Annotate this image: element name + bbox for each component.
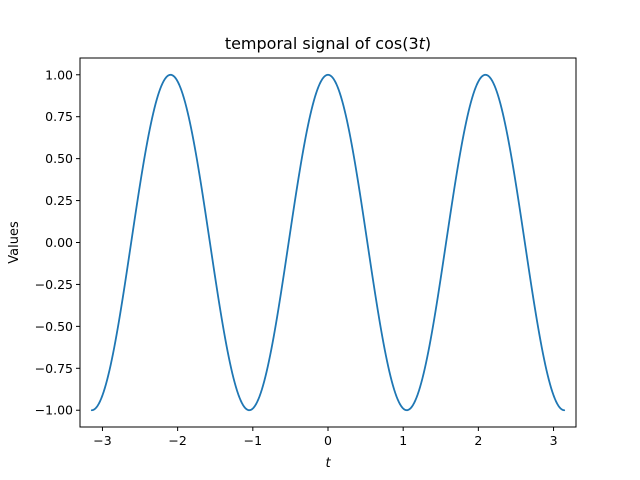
series-layer — [90, 73, 566, 412]
chart-title: temporal signal of cos(3t) — [225, 34, 431, 53]
x-tick-label: 0 — [324, 433, 332, 448]
x-axis: −3 −2 −1 0 1 2 3 — [93, 427, 558, 448]
x-tick-label: −2 — [168, 433, 186, 448]
y-tick-label: −1.00 — [35, 403, 73, 418]
title-prefix: temporal signal of cos(3 — [225, 34, 419, 53]
x-tick-label: 2 — [474, 433, 482, 448]
x-tick-label: 1 — [399, 433, 407, 448]
y-axis-label: Values — [7, 221, 22, 264]
y-tick-label: 1.00 — [45, 67, 73, 82]
x-tick-label: −3 — [93, 433, 111, 448]
y-tick-label: −0.50 — [35, 319, 73, 334]
y-tick-label: 0.75 — [45, 109, 73, 124]
y-tick-label: −0.75 — [35, 361, 73, 376]
x-tick-label: −1 — [244, 433, 262, 448]
y-tick-label: 0.50 — [45, 151, 73, 166]
y-axis: −1.00 −0.75 −0.50 −0.25 0.00 0.25 0.50 0.75 1.00 — [35, 67, 80, 418]
series-line — [90, 73, 566, 412]
x-axis-label: t — [325, 456, 331, 471]
y-tick-label: −0.25 — [35, 277, 73, 292]
plot-frame — [79, 57, 577, 428]
y-tick-label: 0.25 — [45, 193, 73, 208]
title-variable: t — [419, 34, 426, 53]
title-suffix: ) — [425, 34, 431, 53]
y-tick-label: 0.00 — [45, 235, 73, 250]
x-tick-label: 3 — [550, 433, 558, 448]
